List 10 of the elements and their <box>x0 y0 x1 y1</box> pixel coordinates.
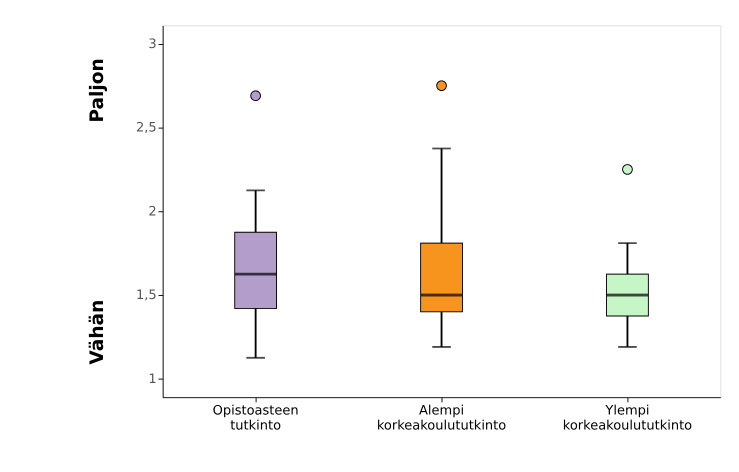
x-tick-label: Alempi korkeakoulututkinto <box>376 403 506 434</box>
text: Vähän <box>87 300 108 365</box>
x-tick-label: Opistoasteen tutkinto <box>212 403 299 434</box>
text: Paljon <box>87 58 108 123</box>
y-tick-label: 1,5 <box>136 288 157 304</box>
y-tick-label: 2 <box>148 204 157 220</box>
y-tick-label: 1 <box>148 372 157 387</box>
y-tick-label: 3 <box>148 37 157 52</box>
x-tick-label: Ylempi korkeakoulututkinto <box>562 403 692 434</box>
y-tick-label: 2,5 <box>136 120 157 136</box>
